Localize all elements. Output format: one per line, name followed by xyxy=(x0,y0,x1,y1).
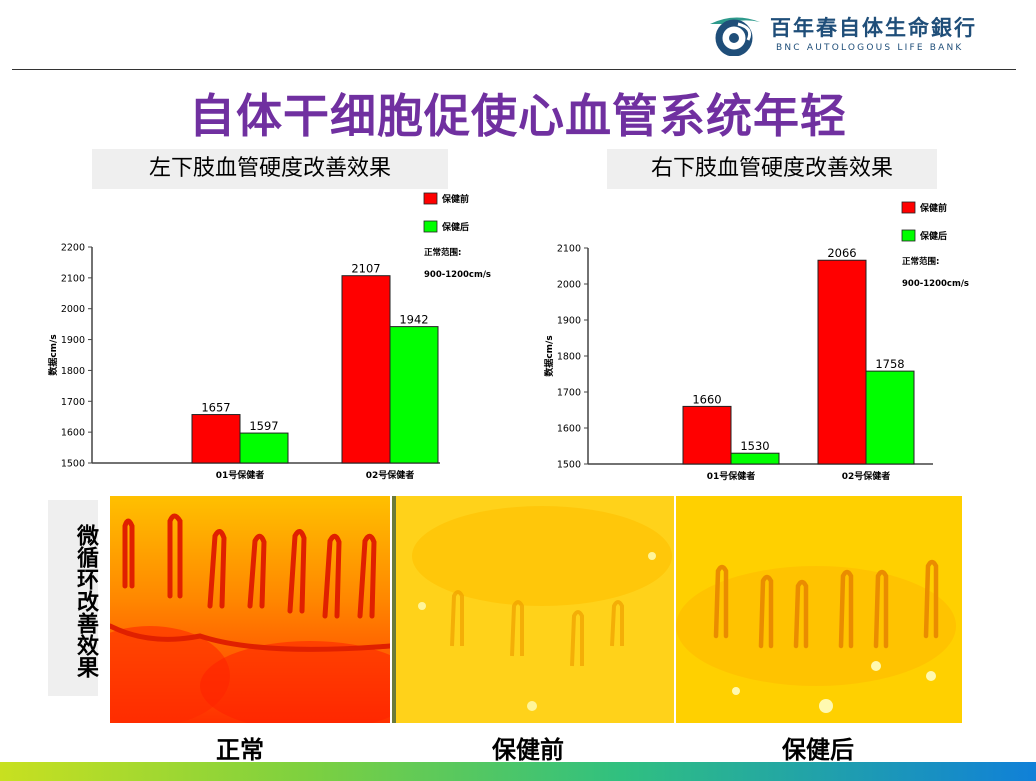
y-tick-label: 1700 xyxy=(557,388,581,399)
caption-before: 保健前 xyxy=(492,735,564,764)
bnc-logo-icon xyxy=(710,17,760,56)
legend-note: 正常范围: xyxy=(424,247,461,258)
brand-name-en: BNC AUTOLOGOUS LIFE BANK xyxy=(776,43,964,53)
data-label: 1942 xyxy=(399,313,428,327)
y-tick-label: 1800 xyxy=(61,366,85,377)
y-tick-label: 1800 xyxy=(557,352,581,363)
bar-after xyxy=(730,452,780,465)
chart-title-left: 左下肢血管硬度改善效果 xyxy=(92,149,448,189)
capillary-micrograph-normal xyxy=(110,496,390,723)
legend-label: 保健前 xyxy=(441,193,469,205)
bar-after xyxy=(239,432,289,464)
chart-title-right: 右下肢血管硬度改善效果 xyxy=(607,149,937,189)
y-tick-label: 1900 xyxy=(557,316,581,327)
legend-swatch xyxy=(901,201,916,214)
bar-before xyxy=(191,414,241,464)
brand-name-cn: 百年春自体生命銀行 xyxy=(770,16,977,40)
bar-after xyxy=(389,326,439,464)
y-tick-label: 1600 xyxy=(61,428,85,439)
y-tick-label: 2100 xyxy=(61,273,85,284)
brand-logo: 百年春自体生命銀行 BNC AUTOLOGOUS LIFE BANK xyxy=(708,10,1028,56)
legend-label: 保健后 xyxy=(919,230,947,242)
microcirculation-label: 微循环改善效果 xyxy=(48,500,99,696)
y-tick-label: 1700 xyxy=(61,397,85,408)
footer-gradient-bar xyxy=(0,762,1036,781)
legend-swatch xyxy=(901,229,916,242)
x-tick-label: 02号保健者 xyxy=(842,470,891,482)
data-label: 2107 xyxy=(351,262,380,276)
data-label: 1657 xyxy=(201,401,230,415)
legend-label: 保健后 xyxy=(441,221,469,233)
y-tick-label: 2000 xyxy=(557,280,581,291)
header-divider xyxy=(12,69,1016,70)
page-title: 自体干细胞促使心血管系统年轻 xyxy=(189,89,847,143)
y-tick-label: 2200 xyxy=(61,243,85,254)
legend-note: 900-1200cm/s xyxy=(902,279,969,289)
x-tick-label: 01号保健者 xyxy=(216,469,265,481)
y-tick-label: 1600 xyxy=(557,424,581,435)
bar-after xyxy=(865,370,915,465)
legend-swatch xyxy=(423,220,438,233)
data-label: 1530 xyxy=(740,439,769,453)
y-tick-label: 2000 xyxy=(61,304,85,315)
y-tick-label: 2100 xyxy=(557,244,581,255)
bar-before xyxy=(341,275,391,464)
data-label: 1758 xyxy=(875,357,904,371)
data-label: 2066 xyxy=(827,246,856,260)
right-limb-bar-chart: 1500 1600 1700 1800 1900 2000 2100 数据cm/s 1660 15… xyxy=(543,201,969,482)
y-tick-label: 1900 xyxy=(61,335,85,346)
capillary-micrograph-after xyxy=(676,496,962,723)
data-label: 1597 xyxy=(249,419,278,433)
data-label: 1660 xyxy=(692,392,721,406)
capillary-micrograph-before xyxy=(392,496,674,723)
y-tick-label: 1500 xyxy=(557,460,581,471)
y-axis-label: 数据cm/s xyxy=(47,334,59,375)
caption-normal: 正常 xyxy=(216,735,264,764)
y-axis-label: 数据cm/s xyxy=(543,335,555,376)
caption-after: 保健后 xyxy=(782,735,854,764)
y-tick-label: 1500 xyxy=(61,459,85,470)
x-tick-label: 02号保健者 xyxy=(366,469,415,481)
legend-note: 正常范围: xyxy=(902,256,939,267)
bar-before xyxy=(817,259,867,465)
left-limb-bar-chart: 1500 1600 1700 1800 1900 2000 2100 2200 数据cm/s 16… xyxy=(47,192,491,481)
bar-before xyxy=(682,405,732,465)
x-tick-label: 01号保健者 xyxy=(707,470,756,482)
legend-label: 保健前 xyxy=(919,202,947,214)
legend-swatch xyxy=(423,192,438,205)
legend-note: 900-1200cm/s xyxy=(424,270,491,280)
